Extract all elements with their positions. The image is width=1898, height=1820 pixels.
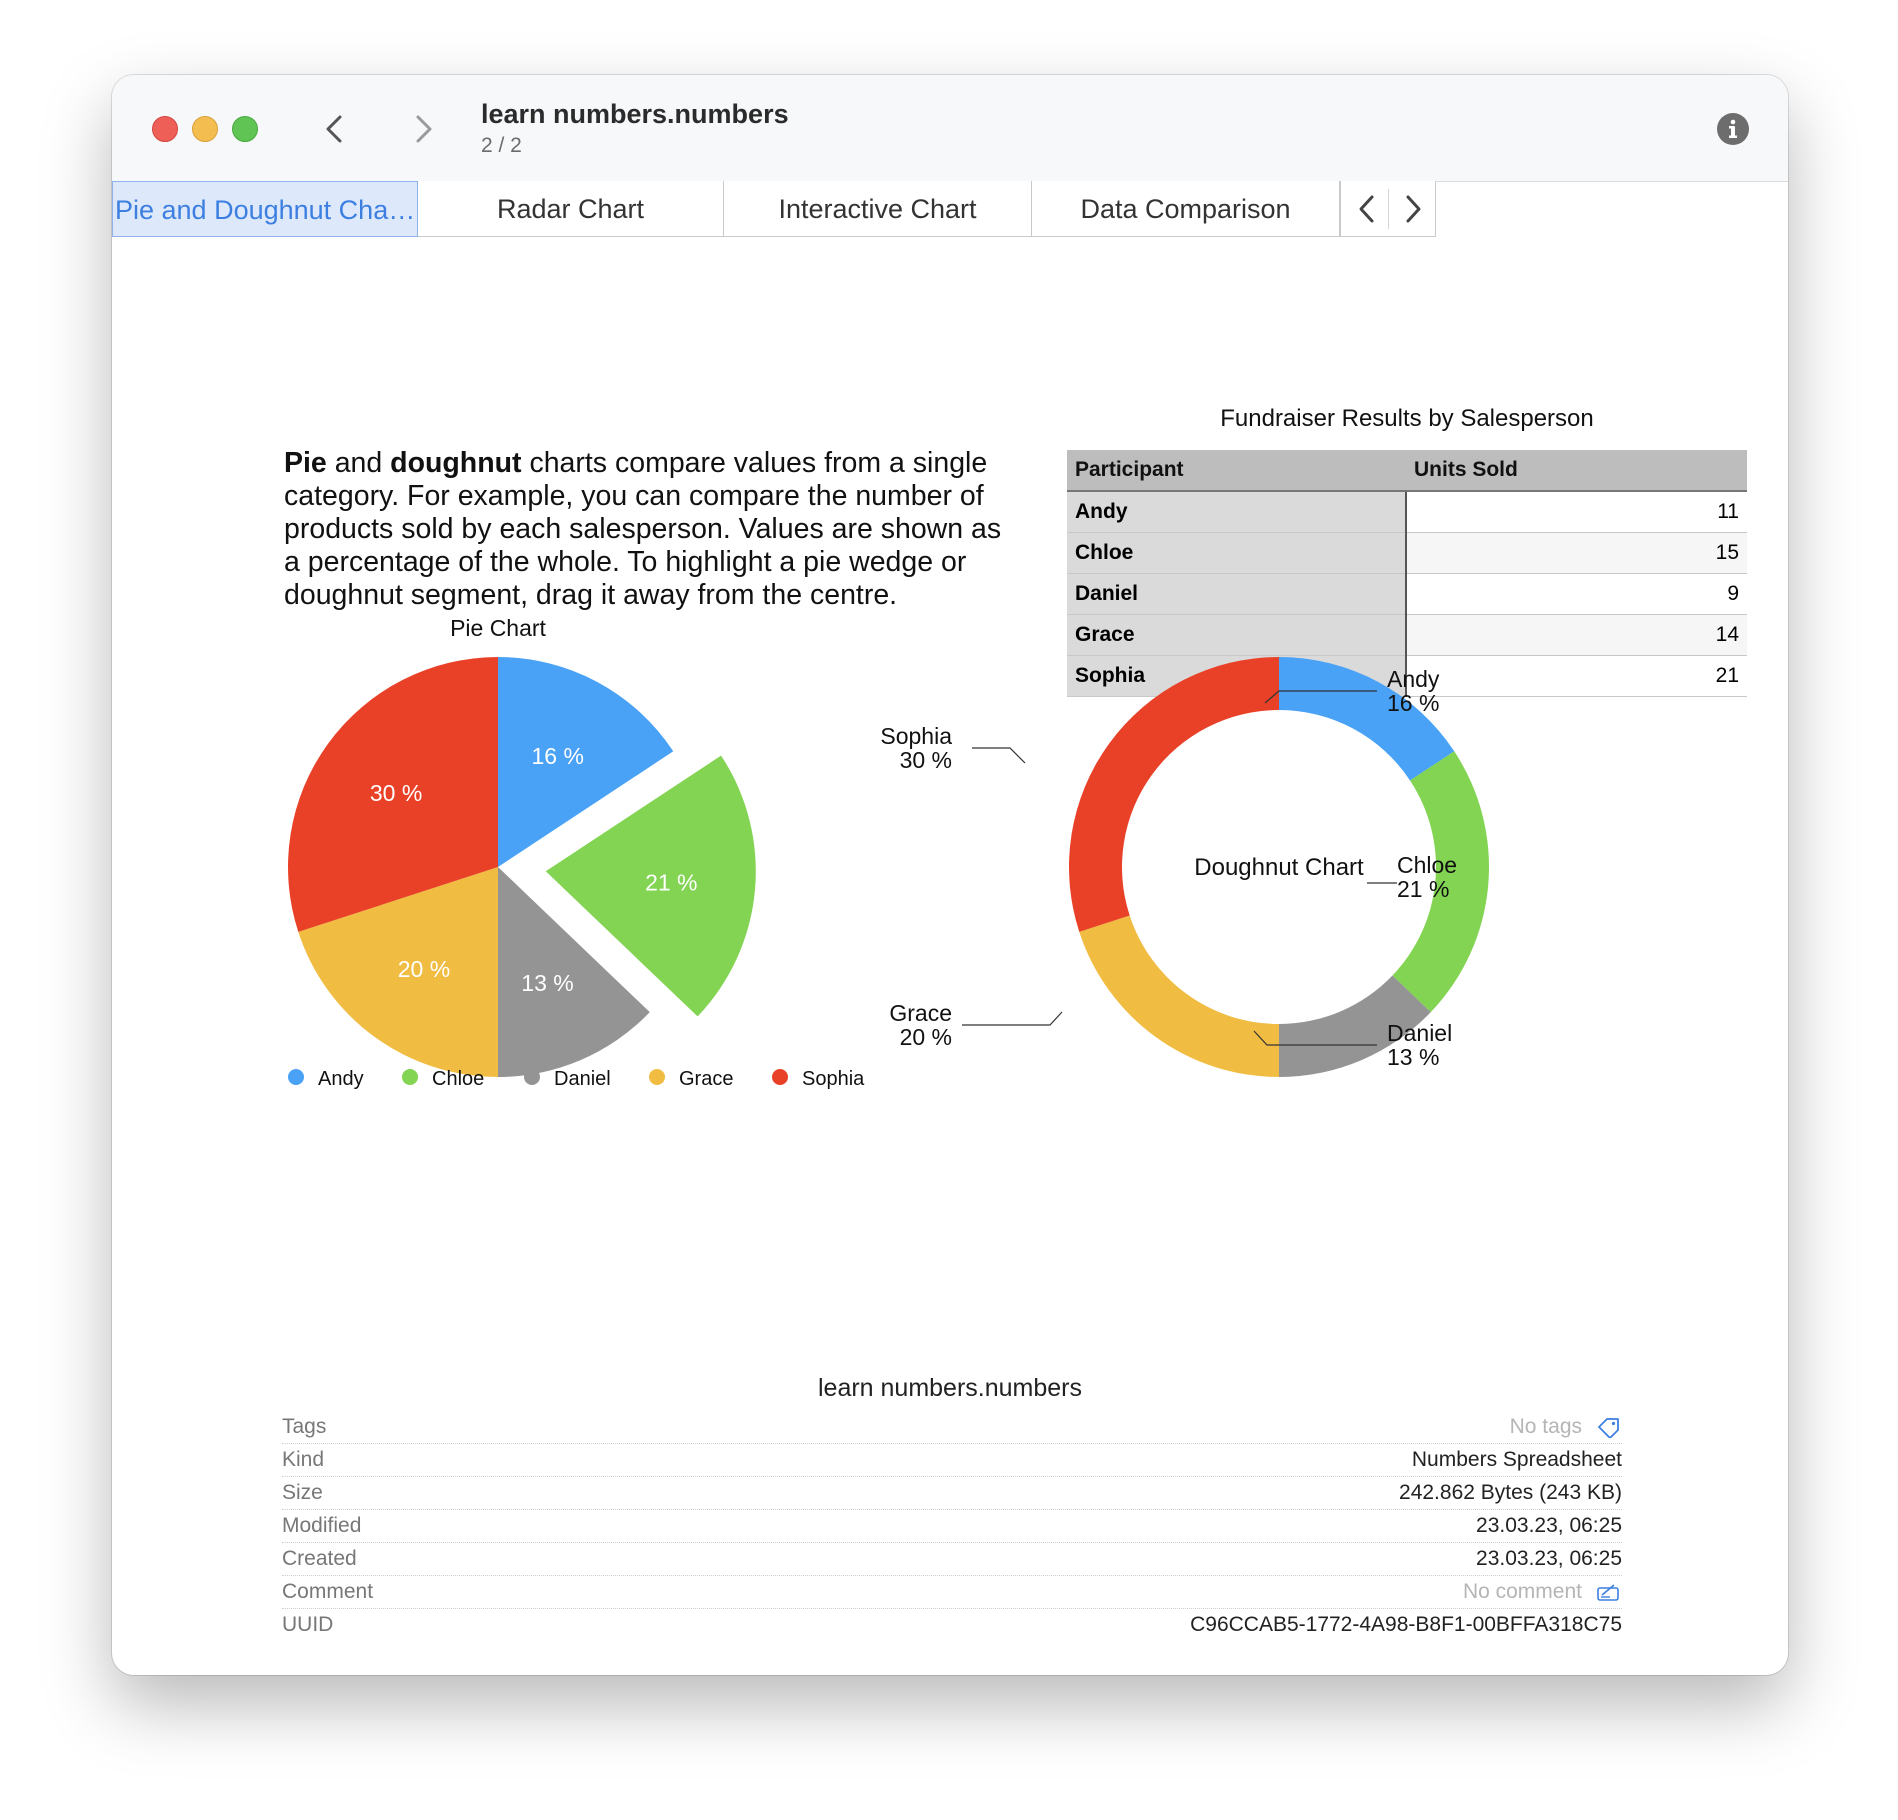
meta-row-comment: Comment No comment — [282, 1576, 1622, 1609]
meta-row-kind: Kind Numbers Spreadsheet — [282, 1444, 1622, 1477]
table-row: Andy 11 — [1067, 491, 1747, 533]
tag-icon[interactable] — [1596, 1416, 1622, 1438]
fundraiser-table: Participant Units Sold Andy 11 Chloe 15 … — [1067, 450, 1747, 697]
meta-key: UUID — [282, 1613, 334, 1636]
meta-key: Comment — [282, 1580, 374, 1603]
meta-row-uuid: UUID C96CCAB5-1772-4A98-B8F1-00BFFA318C7… — [282, 1609, 1622, 1641]
legend-swatch-grace — [649, 1069, 665, 1085]
header-units-sold[interactable]: Units Sold — [1406, 450, 1747, 492]
callout-value-grace: 20 % — [900, 1024, 952, 1050]
meta-value: 23.03.23, 06:25 — [1476, 1547, 1622, 1570]
meta-value: 23.03.23, 06:25 — [1476, 1514, 1622, 1537]
page-counter: 2 / 2 — [481, 134, 522, 157]
callout-label-sophia: Sophia — [880, 723, 952, 749]
meta-key: Kind — [282, 1448, 325, 1471]
doughnut-segment-chloe[interactable] — [1392, 751, 1489, 1013]
pie-wedge-sophia[interactable] — [288, 657, 498, 932]
doughnut-segment-sophia[interactable] — [1069, 657, 1279, 932]
meta-row-tags: Tags No tags — [282, 1411, 1622, 1444]
table-row: Grace 14 — [1067, 614, 1747, 656]
cell-units[interactable]: 21 — [1406, 655, 1747, 697]
cell-units[interactable]: 11 — [1406, 491, 1747, 533]
description-bold-pie: Pie — [284, 447, 327, 479]
tab-data-comparison[interactable]: Data Comparison — [1032, 181, 1340, 237]
edit-comment-icon[interactable] — [1596, 1581, 1622, 1603]
callout-value-daniel: 13 % — [1387, 1044, 1439, 1070]
tab-scroll-controls — [1340, 181, 1436, 237]
minimize-window-button[interactable] — [192, 116, 218, 142]
header-participant[interactable]: Participant — [1067, 450, 1406, 492]
cell-participant[interactable]: Daniel — [1067, 573, 1407, 615]
callout-value-sophia: 30 % — [900, 747, 952, 773]
pie-chart-title: Pie Chart — [450, 615, 546, 641]
cell-units[interactable]: 14 — [1406, 614, 1747, 656]
legend-swatch-sophia — [772, 1069, 788, 1085]
meta-value: C96CCAB5-1772-4A98-B8F1-00BFFA318C75 — [1190, 1613, 1622, 1636]
title-bar: learn numbers.numbers 2 / 2 — [112, 75, 1788, 182]
description-bold-doughnut: doughnut — [390, 447, 522, 479]
description-text: Pie and doughnut charts compare values f… — [284, 447, 1004, 612]
zoom-window-button[interactable] — [232, 116, 258, 142]
legend-label-sophia: Sophia — [802, 1068, 865, 1090]
legend-swatch-andy — [288, 1069, 304, 1085]
tab-scroll-right-icon[interactable] — [1393, 189, 1433, 229]
legend-label-daniel: Daniel — [554, 1068, 611, 1090]
pie-wedge-andy[interactable] — [498, 657, 674, 867]
meta-value[interactable]: No comment — [1462, 1580, 1582, 1603]
quicklook-window: learn numbers.numbers 2 / 2 Pie and Doug… — [112, 75, 1788, 1675]
legend-label-andy: Andy — [318, 1068, 364, 1090]
callout-line-grace — [962, 1011, 1063, 1026]
cell-units[interactable]: 15 — [1406, 532, 1747, 574]
tab-radar-chart[interactable]: Radar Chart — [418, 181, 724, 237]
meta-key: Size — [282, 1481, 323, 1504]
callout-label-grace: Grace — [889, 1000, 952, 1026]
cell-participant[interactable]: Chloe — [1067, 532, 1407, 574]
doughnut-segment-grace[interactable] — [1079, 915, 1279, 1077]
divider — [1388, 189, 1389, 229]
meta-value: Numbers Spreadsheet — [1411, 1448, 1622, 1471]
meta-key: Tags — [282, 1415, 327, 1438]
table-title: Fundraiser Results by Salesperson — [1220, 405, 1594, 432]
meta-value: 242.862 Bytes (243 KB) — [1399, 1481, 1622, 1504]
tab-interactive-chart[interactable]: Interactive Chart — [724, 181, 1032, 237]
info-icon[interactable] — [1716, 112, 1750, 146]
legend-swatch-chloe — [402, 1069, 418, 1085]
callout-line-sophia — [972, 747, 1026, 764]
meta-row-modified: Modified 23.03.23, 06:25 — [282, 1510, 1622, 1543]
pie-wedge-daniel[interactable] — [498, 867, 650, 1077]
meta-row-created: Created 23.03.23, 06:25 — [282, 1543, 1622, 1576]
footer-filename: learn numbers.numbers — [817, 1374, 1082, 1402]
description-text-2: charts compare values from a single cate… — [284, 447, 1002, 611]
description-text-1: and — [326, 447, 391, 479]
chevron-left-icon[interactable] — [312, 107, 356, 151]
pie-wedge-grace[interactable] — [298, 867, 498, 1077]
close-window-button[interactable] — [152, 116, 178, 142]
table-header-row: Participant Units Sold — [1067, 450, 1747, 492]
sheet-tabs: Pie and Doughnut Char... Radar Chart Int… — [112, 181, 1512, 238]
doughnut-segment-daniel[interactable] — [1279, 975, 1431, 1077]
tab-pie-and-doughnut[interactable]: Pie and Doughnut Char... — [112, 181, 418, 237]
meta-key: Created — [282, 1547, 357, 1570]
doughnut-chart-title: Doughnut Chart — [1194, 854, 1364, 881]
chevron-right-icon[interactable] — [402, 107, 446, 151]
meta-row-size: Size 242.862 Bytes (243 KB) — [282, 1477, 1622, 1510]
cell-participant[interactable]: Grace — [1067, 614, 1407, 656]
pie-wedge-chloe[interactable] — [545, 755, 756, 1017]
meta-key: Modified — [282, 1514, 362, 1537]
cell-units[interactable]: 9 — [1406, 573, 1747, 615]
legend-label-grace: Grace — [679, 1068, 733, 1090]
document-title: learn numbers.numbers — [481, 99, 789, 129]
table-row: Chloe 15 — [1067, 532, 1747, 574]
file-metadata: Tags No tags Kind Numbers Spreadsheet Si… — [282, 1411, 1622, 1641]
meta-value[interactable]: No tags — [1509, 1415, 1582, 1438]
table-row: Daniel 9 — [1067, 573, 1747, 615]
doughnut-segment-andy[interactable] — [1279, 657, 1455, 781]
cell-participant[interactable]: Andy — [1067, 491, 1407, 533]
tab-scroll-left-icon[interactable] — [1347, 189, 1387, 229]
